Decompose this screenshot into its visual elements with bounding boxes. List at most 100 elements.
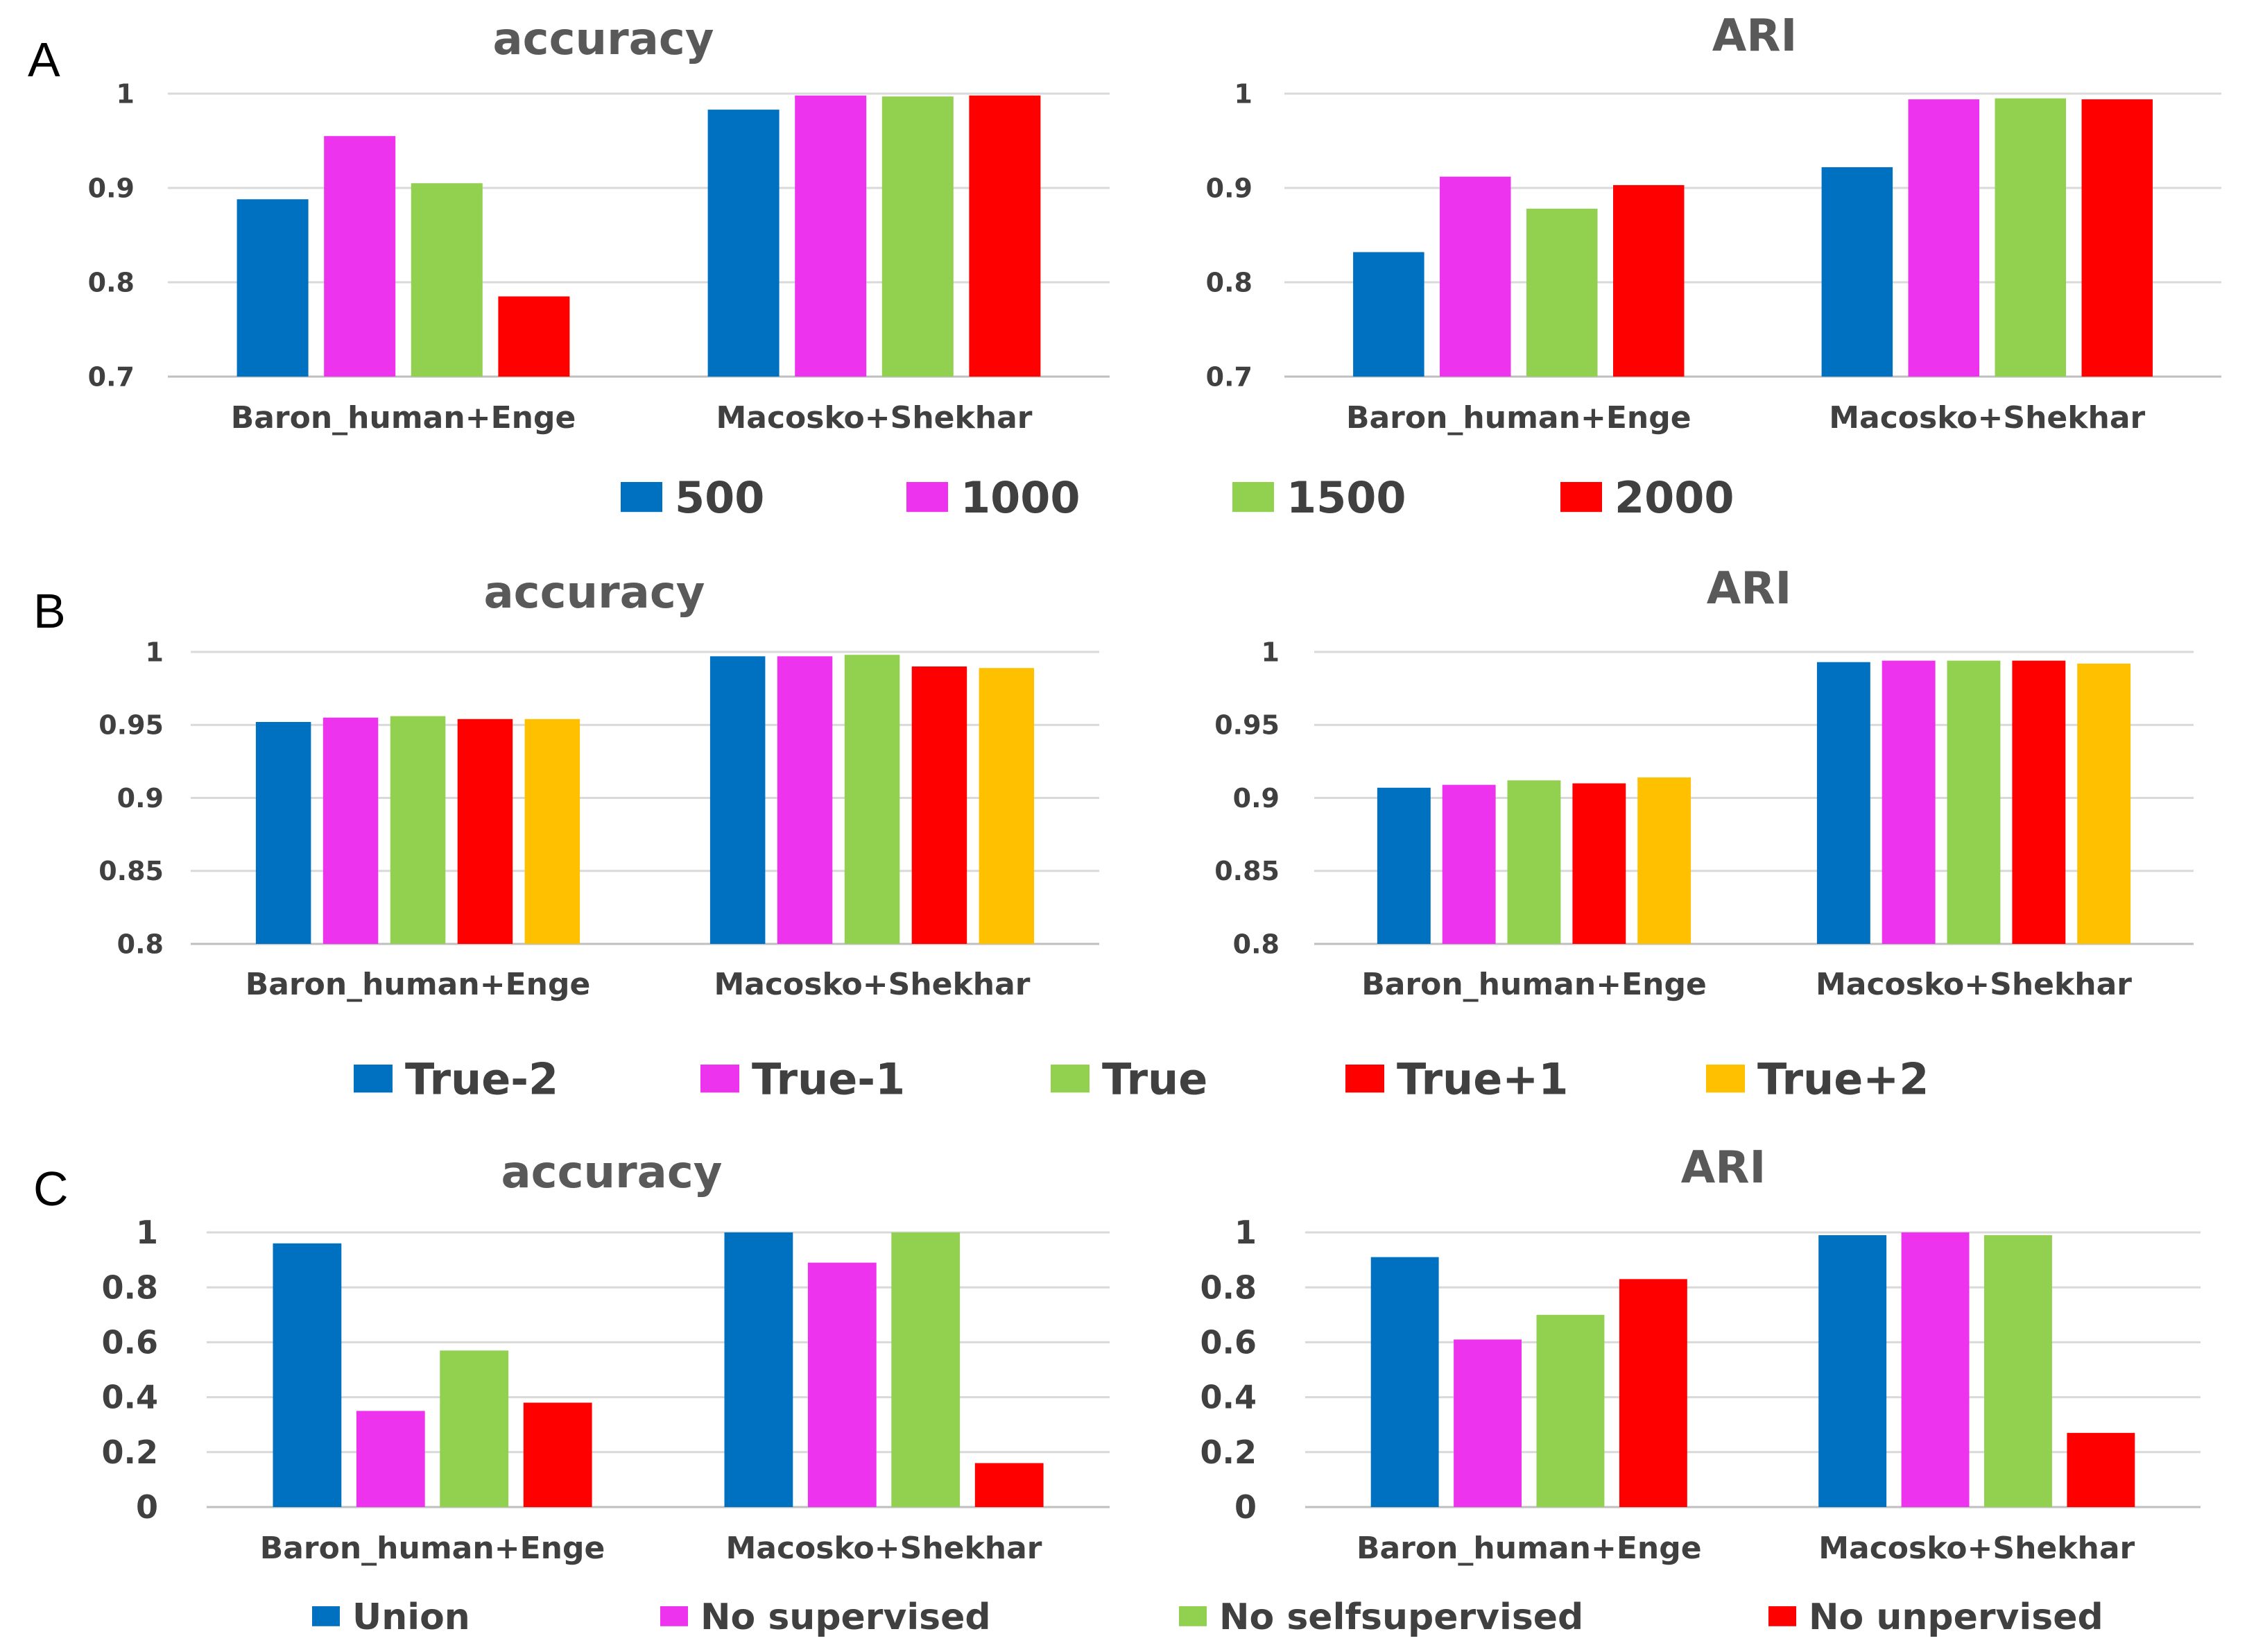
y-tick-label: 0.2 [1200,1434,1257,1471]
chart-C-ari: 0 0.2 0.4 0.6 0.8 1 ARI Baron_human+Enge Macosko… [1200,1142,2201,1566]
y-tick-label: 0 [136,1488,158,1526]
y-tick-label: 1 [146,637,164,667]
category-label: Macosko+Shekhar [1818,1531,2135,1566]
bar-1500-1 [1526,208,1598,377]
panel-letter-A: A [28,33,60,87]
y-tick-label: 0.8 [1206,267,1252,298]
legend-swatch [312,1606,340,1626]
bar-union-1 [273,1243,342,1507]
chart-A-accuracy: 0.7 0.8 0.9 1 accuracy Baron_human+Enge Macosk… [88,14,1110,436]
legend-label: True+1 [1397,1053,1568,1104]
bar-no-supervised-2 [807,1262,877,1507]
category-label: Baron_human+Enge [246,967,591,1002]
bar-true-2-2 [709,656,766,944]
legend-swatch [1560,482,1602,513]
y-tick-label: 0.2 [102,1434,159,1471]
legend-label: Union [352,1597,470,1638]
bar-true+1-1 [457,719,513,944]
legend-swatch [1179,1606,1207,1626]
bar-no-supervised-1 [1454,1339,1522,1507]
legend-B: True-2 True-1 True True+1 True+2 [354,1053,1929,1104]
chart-A-ari: 0.7 0.8 0.9 1 ARI Baron_human+Enge Macosko+She… [1206,10,2221,436]
y-tick-label: 0.8 [117,929,164,959]
bar-true-1 [1507,780,1561,944]
bar-true-2-1 [1377,787,1431,944]
bar-true-2-1 [255,722,311,944]
legend-swatch [906,482,948,513]
category-label: Macosko+Shekhar [716,400,1033,436]
category-label: Baron_human+Enge [231,400,576,436]
legend-label: 1500 [1286,472,1406,523]
bar-500-1 [1353,252,1424,377]
chart-C-accuracy: 0 0.2 0.4 0.6 0.8 1 accuracy Baron_human+Enge Ma… [102,1147,1110,1566]
legend-A: 500 1000 1500 2000 [621,472,1734,523]
bar-no-supervised-2 [1901,1232,1970,1507]
chart-title: ARI [1707,563,1792,614]
legend-label: No supervised [700,1597,991,1638]
bar-true+1-1 [1572,783,1626,944]
bar-true+2-2 [979,668,1035,944]
legend-label: True-2 [405,1053,558,1104]
bar-2000-1 [1613,184,1685,377]
chart-title: accuracy [483,567,705,619]
y-tick-label: 0.9 [1233,783,1280,814]
y-tick-label: 0.8 [1200,1268,1257,1306]
bar-no-unpervised-1 [523,1402,592,1507]
y-tick-label: 1 [1262,637,1280,667]
bar-500-1 [236,199,309,377]
legend-swatch [1345,1065,1384,1093]
y-tick-label: 0.95 [98,710,164,741]
legend-swatch [354,1065,393,1093]
legend-label: 2000 [1615,472,1734,523]
bar-2000-2 [2081,99,2153,377]
bar-true-2 [1947,660,2001,944]
legend-swatch [1051,1065,1090,1093]
bar-true-1-1 [1442,784,1496,944]
y-tick-label: 0.9 [1206,173,1252,203]
legend-label: 500 [675,472,764,523]
bar-no-selfsupervised-1 [440,1350,509,1507]
bar-1500-2 [1995,98,2066,377]
bar-1000-1 [324,136,396,377]
legend-swatch [660,1606,688,1626]
bar-no-unpervised-1 [1619,1279,1687,1507]
bar-1500-2 [881,96,954,377]
y-tick-label: 0.9 [117,783,164,814]
chart-B-ari: 0.8 0.85 0.9 0.95 1 ARI Baron_human+Enge Macosk… [1214,563,2194,1002]
bar-true-1 [390,716,446,944]
category-label: Macosko+Shekhar [726,1531,1042,1566]
y-tick-label: 0.4 [1200,1379,1257,1416]
bar-true+2-2 [2077,663,2131,944]
bar-no-selfsupervised-1 [1536,1314,1605,1507]
bar-no-selfsupervised-2 [891,1232,961,1507]
bar-2000-2 [969,95,1041,377]
category-label: Baron_human+Enge [1357,1531,1702,1566]
bar-true+2-1 [1637,777,1691,944]
legend-label: 1000 [961,472,1081,523]
y-tick-label: 0.4 [102,1379,159,1416]
bar-no-unpervised-2 [2067,1433,2135,1507]
chart-B-accuracy: 0.8 0.85 0.9 0.95 1 accuracy Baron_human+Enge M… [98,567,1099,1002]
legend-swatch [621,482,662,513]
bar-union-2 [724,1232,793,1507]
legend-swatch [700,1065,739,1093]
y-tick-label: 0 [1234,1488,1257,1526]
bar-1000-2 [1908,99,1979,377]
y-tick-label: 0.6 [102,1324,159,1361]
legend-label: True [1102,1053,1207,1104]
legend-swatch [1768,1606,1796,1626]
y-tick-label: 0.6 [1200,1324,1257,1361]
y-tick-label: 1 [136,1214,158,1251]
bar-no-unpervised-2 [974,1463,1044,1507]
y-tick-label: 0.8 [1233,929,1280,959]
legend-label: True-1 [752,1053,905,1104]
legend-label: No selfsupervised [1219,1597,1583,1638]
bar-true-2-2 [1816,662,1870,944]
legend-swatch [1706,1065,1745,1093]
chart-title: accuracy [492,14,714,65]
bar-union-2 [1818,1235,1887,1507]
y-tick-label: 0.7 [1206,361,1252,392]
category-label: Macosko+Shekhar [1816,967,2132,1002]
category-label: Baron_human+Enge [260,1531,605,1566]
legend-label: True+2 [1757,1053,1929,1104]
